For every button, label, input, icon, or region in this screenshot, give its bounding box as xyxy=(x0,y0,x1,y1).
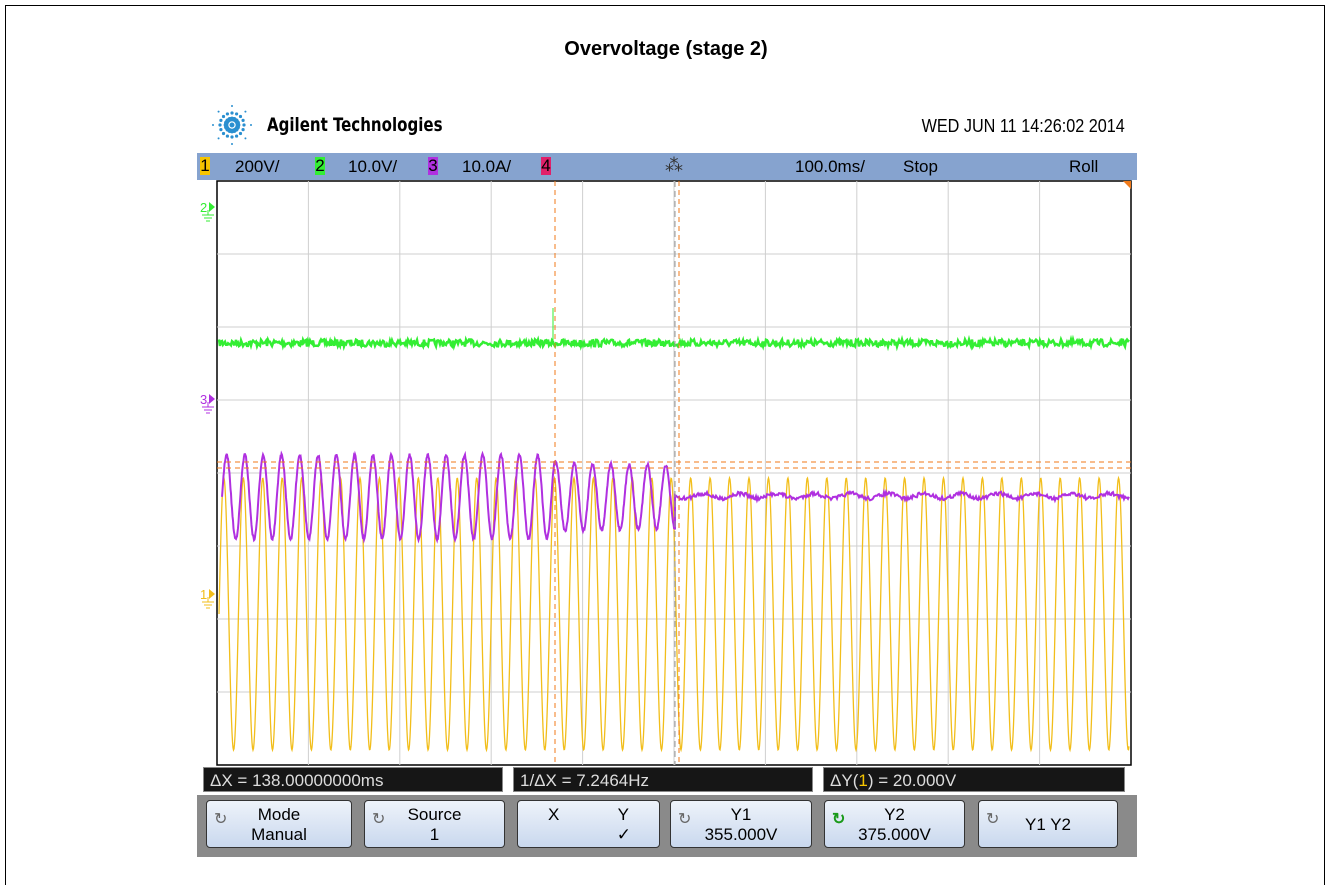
marker-arrow xyxy=(209,394,215,404)
ch2-scale: 10.0V/ xyxy=(348,157,398,176)
logo-dot xyxy=(217,137,220,140)
softkey-y2[interactable]: ↻ Y2 375.000V xyxy=(824,800,965,848)
logo-dot xyxy=(244,137,247,140)
softkey-y1y2[interactable]: ↻ Y1 Y2 xyxy=(978,800,1118,848)
marker-arrow xyxy=(209,589,215,599)
softkey-source[interactable]: ↻ Source 1 xyxy=(364,800,505,848)
softkey-value: 355.000V xyxy=(704,825,778,844)
ch3-badge: 3 xyxy=(428,156,438,175)
logo-dot xyxy=(241,118,245,123)
logo-dot xyxy=(217,110,220,113)
softkey-value: Manual xyxy=(251,825,307,844)
logo-dot xyxy=(212,124,214,126)
title: Overvoltage (stage 2) xyxy=(564,38,768,60)
timebase: 100.0ms/ xyxy=(795,157,865,176)
delta-y: ΔY(1) = 20.000V xyxy=(823,767,1125,792)
softkey-label: Y2 xyxy=(884,805,905,824)
logo-dot xyxy=(231,105,233,107)
softkey-label: Y1 Y2 xyxy=(1024,815,1071,834)
run-state: Stop xyxy=(903,157,938,176)
logo-dot xyxy=(230,135,234,139)
delta-y-prefix: ΔY( xyxy=(830,771,859,790)
softkey-value: Y xyxy=(617,805,629,824)
logo-dot xyxy=(229,122,235,128)
logo-dot xyxy=(238,114,243,119)
frame xyxy=(5,5,1325,885)
logo-dot xyxy=(219,118,223,123)
logo-dot xyxy=(218,123,222,127)
logo-dot xyxy=(230,111,234,115)
ground-symbol xyxy=(202,210,214,222)
delta-y-suffix: ) = 20.000V xyxy=(867,771,957,790)
softkey-value: 375.000V xyxy=(858,825,931,844)
ch2-trace xyxy=(217,334,1130,352)
softkey-check: ✓ xyxy=(616,825,631,844)
logo-dot xyxy=(234,112,239,116)
status-bar: 1 200V/ 2 10.0V/ 3 10.0A/ 4 ⁂ 100.0ms/ S… xyxy=(197,153,1137,180)
ch1-scale: 200V/ xyxy=(235,157,280,176)
logo-dot xyxy=(234,134,239,138)
softkey-y1[interactable]: ↻ Y1 355.000V xyxy=(670,800,812,848)
logo-dot xyxy=(238,131,243,136)
ground-symbol xyxy=(202,597,214,609)
logo-dot xyxy=(235,120,240,126)
logo-dot xyxy=(241,127,245,132)
trigger-corner xyxy=(1123,181,1131,189)
softkey-label: Source xyxy=(407,805,462,824)
marker-arrow xyxy=(209,202,215,212)
delta-y-channel: 1 xyxy=(858,771,868,790)
softkey-bar: ↻ Mode Manual ↻ Source 1 X Y ✓ ↻ Y1 355.000V ↻ Y2… xyxy=(197,795,1137,857)
scope-screen: Agilent Technologies WED JUN 11 14:26:02… xyxy=(197,96,1137,857)
trigger-icon: ⁂ xyxy=(665,155,683,175)
channel-marker: 1 xyxy=(200,587,207,602)
ch4-badge: 4 xyxy=(541,156,551,175)
brand: Agilent Technologies xyxy=(267,114,443,136)
ch3-trace xyxy=(221,450,1130,544)
plot: 2 3 1 xyxy=(200,180,1132,766)
logo-dot xyxy=(219,127,223,132)
logo-dot xyxy=(221,131,226,136)
softkey-label: Y1 xyxy=(730,805,752,824)
mode: Roll xyxy=(1069,157,1099,176)
ch1-badge: 1 xyxy=(200,156,210,175)
softkey-xy[interactable]: X Y ✓ xyxy=(517,800,660,848)
ch2-badge: 2 xyxy=(315,156,325,175)
logo-dot xyxy=(244,110,247,113)
softkey-label: X xyxy=(548,805,560,824)
logo-dot xyxy=(231,143,233,145)
logo-dot xyxy=(250,124,252,126)
ch3-scale: 10.0A/ xyxy=(462,157,512,176)
datetime: WED JUN 11 14:26:02 2014 xyxy=(921,116,1125,136)
logo-dot xyxy=(221,114,226,119)
softkey-mode[interactable]: ↻ Mode Manual xyxy=(206,800,352,848)
softkey-value: 1 xyxy=(429,825,440,844)
logo-dot xyxy=(242,123,246,127)
channel-marker: 2 xyxy=(200,200,207,215)
ground-symbol xyxy=(202,402,214,414)
inverse-delta-x: 1/ΔX = 7.2464Hz xyxy=(513,767,813,792)
logo-dot xyxy=(225,134,230,138)
logo-dot xyxy=(225,112,230,116)
logo xyxy=(212,105,252,145)
softkey-label: Mode xyxy=(257,805,301,824)
delta-x: ΔX = 138.00000000ms xyxy=(203,767,503,792)
channel-marker: 3 xyxy=(200,392,207,407)
